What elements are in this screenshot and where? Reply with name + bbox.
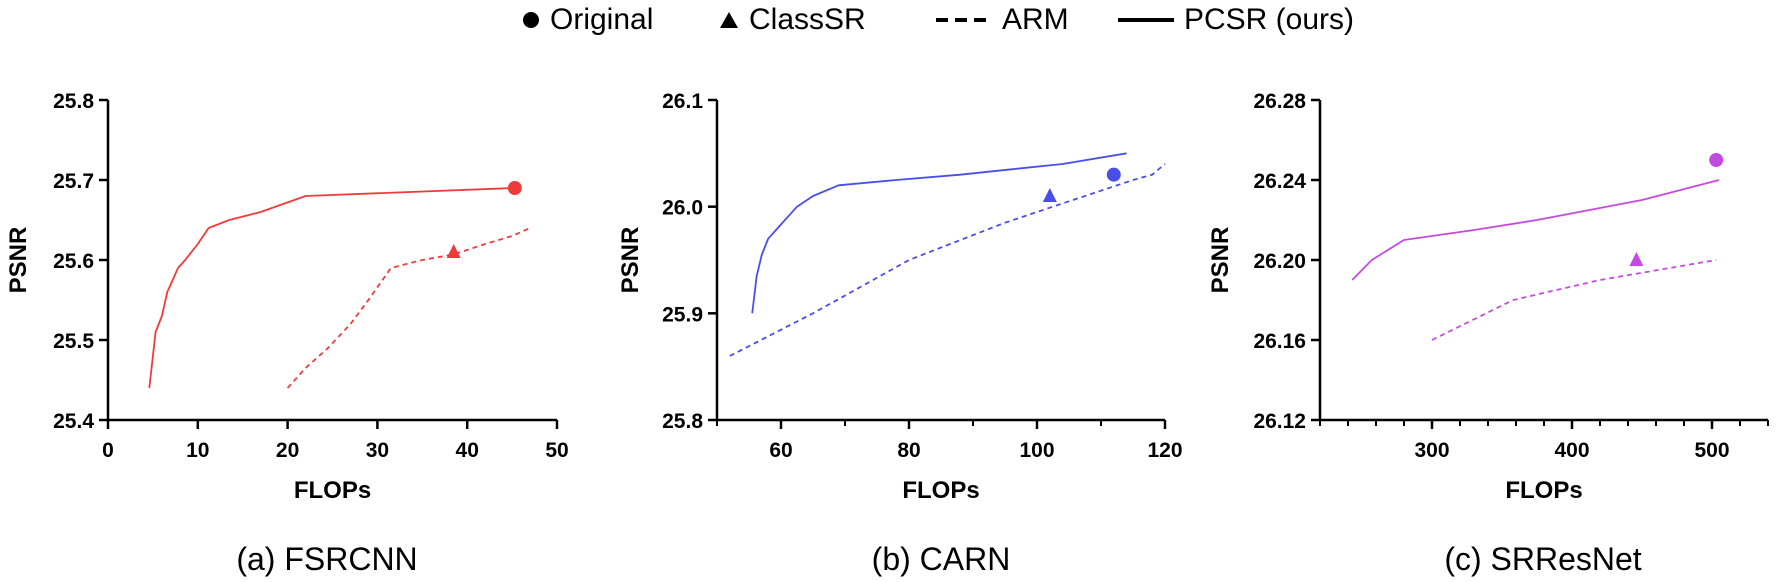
y-tick-label: 25.6 [53,250,94,273]
y-axis-title: PSNR [5,227,32,294]
x-axis-title: FLOPs [902,477,979,504]
y-tick-label: 26.0 [662,197,703,220]
dashed-line-icon [936,18,992,22]
original-point [1106,167,1121,182]
y-tick-label: 26.28 [1253,90,1306,113]
chart-2: 60 80 100 120 25.8 25.9 26.0 26.1 FLOPs PSNR (b) C… [617,90,1183,577]
circle-marker-icon [523,12,539,28]
classsr-point [1042,188,1057,202]
x-tick-label: 20 [276,439,299,462]
original-point [507,181,522,195]
x-tick-label: 50 [545,439,568,462]
legend-label-classsr: ClassSR [749,3,866,36]
arm-series-line [286,227,531,389]
original-point [1709,153,1724,167]
legend-item-classsr: ClassSR [719,2,866,38]
y-tick-label: 26.1 [662,90,703,113]
legend-item-arm: ARM [936,2,1069,38]
y-tick-label: 25.7 [53,170,94,193]
legend-item-pcsr: PCSR (ours) [1118,2,1354,38]
legend-label-arm: ARM [1002,3,1069,36]
x-axis-title: FLOPs [294,477,371,504]
x-tick-label: 10 [186,439,209,462]
y-axis-title: PSNR [1207,227,1234,294]
classsr-point [446,244,461,258]
y-tick-label: 25.8 [53,90,94,113]
pcsr-series-line [751,152,1127,314]
x-tick-label: 300 [1414,439,1449,462]
chart-1: 0 10 20 30 40 50 25.4 25.5 25.6 25.7 25.8 FLOPs PSNR… [5,90,569,577]
legend-label-original: Original [550,3,654,36]
legend-item-original: Original [522,2,653,38]
legend: Original ClassSR ARM PCSR (ours) [0,0,1779,44]
y-tick-label: 25.9 [662,303,703,326]
pcsr-series-line [1351,179,1720,281]
arm-series-line [729,163,1166,357]
chart-caption: (a) FSRCNN [236,541,417,577]
x-tick-label: 500 [1694,439,1729,462]
y-tick-label: 25.4 [53,410,94,433]
arm-series-line [1431,259,1717,341]
y-tick-label: 25.8 [662,410,703,433]
x-tick-label: 60 [769,439,792,462]
x-tick-label: 100 [1019,439,1054,462]
y-tick-label: 26.12 [1253,410,1306,433]
x-tick-label: 80 [897,439,920,462]
chart-3: 300 400 500 26.12 26.16 26.20 26.24 26.28 FLOPs P… [1207,90,1769,577]
classsr-point [1629,252,1644,266]
y-axis-title: PSNR [617,227,644,294]
triangle-marker-icon [720,12,738,28]
chart-caption: (c) SRResNet [1444,541,1641,577]
x-tick-label: 30 [366,439,389,462]
legend-label-pcsr: PCSR (ours) [1184,3,1355,36]
chart-caption: (b) CARN [872,541,1011,577]
x-tick-label: 120 [1147,439,1182,462]
y-tick-label: 25.5 [53,330,94,353]
y-tick-label: 26.20 [1253,250,1306,273]
x-tick-label: 400 [1554,439,1589,462]
x-axis-title: FLOPs [1505,477,1582,504]
y-tick-label: 26.24 [1253,170,1306,193]
x-tick-label: 0 [102,439,114,462]
x-tick-label: 40 [456,439,479,462]
y-tick-label: 26.16 [1253,330,1306,353]
solid-line-icon [1118,18,1174,22]
pcsr-series-line [148,187,514,389]
